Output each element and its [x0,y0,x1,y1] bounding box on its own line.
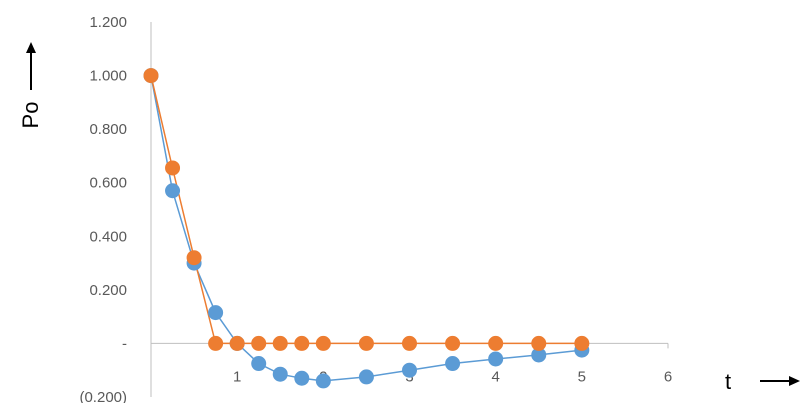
series-2-point [208,335,224,351]
y-axis-title: Po [18,102,43,129]
y-tick-label: (0.200) [79,389,127,403]
series-2-point [165,160,181,176]
series-group [143,68,590,389]
series-1-point [251,356,267,372]
series-1-line [150,75,582,382]
series-2-point [574,335,590,351]
series-2-point [251,335,267,351]
y-tick-label: 1.200 [89,14,127,31]
x-axis-arrow-icon [760,376,800,386]
y-tick-label: 0.600 [89,175,127,192]
y-tick-label: 0.400 [89,228,127,245]
series-2-point [229,335,245,351]
x-tick-label: 4 [491,368,499,385]
series-1-point [272,366,288,382]
series-1-point [402,362,417,378]
series-2-point [294,335,310,351]
x-tick-label: 1 [233,368,241,385]
y-axis-arrow-icon [26,42,36,90]
series-1-point [294,370,310,386]
series-2-point [272,335,288,351]
y-tick-labels: (0.200) - 0.200 0.400 0.600 0.800 1.000 1.200 [79,14,127,403]
series-2-line [150,75,582,345]
series-2-point [488,335,504,351]
y-tick-label: - [122,335,127,352]
series-1-point [315,373,331,389]
series-2-point [186,250,202,266]
x-tick-label: 6 [664,368,672,385]
x-tick-label: 5 [578,368,586,385]
series-2-point [402,335,417,351]
y-tick-label: 1.000 [89,68,127,85]
series-2-point [143,68,159,84]
series-1-point [445,356,461,372]
series-1-point [208,305,224,321]
series-2-point [315,335,331,351]
series-2-point [445,335,461,351]
y-tick-label: 0.800 [89,121,127,138]
series-2-point [531,335,547,351]
series-2-point [358,335,374,351]
series-1-point [358,369,374,385]
y-tick-label: 0.200 [89,282,127,299]
series-1-point [165,183,181,199]
x-axis-title: t [725,369,731,394]
series-1-point [488,351,504,367]
